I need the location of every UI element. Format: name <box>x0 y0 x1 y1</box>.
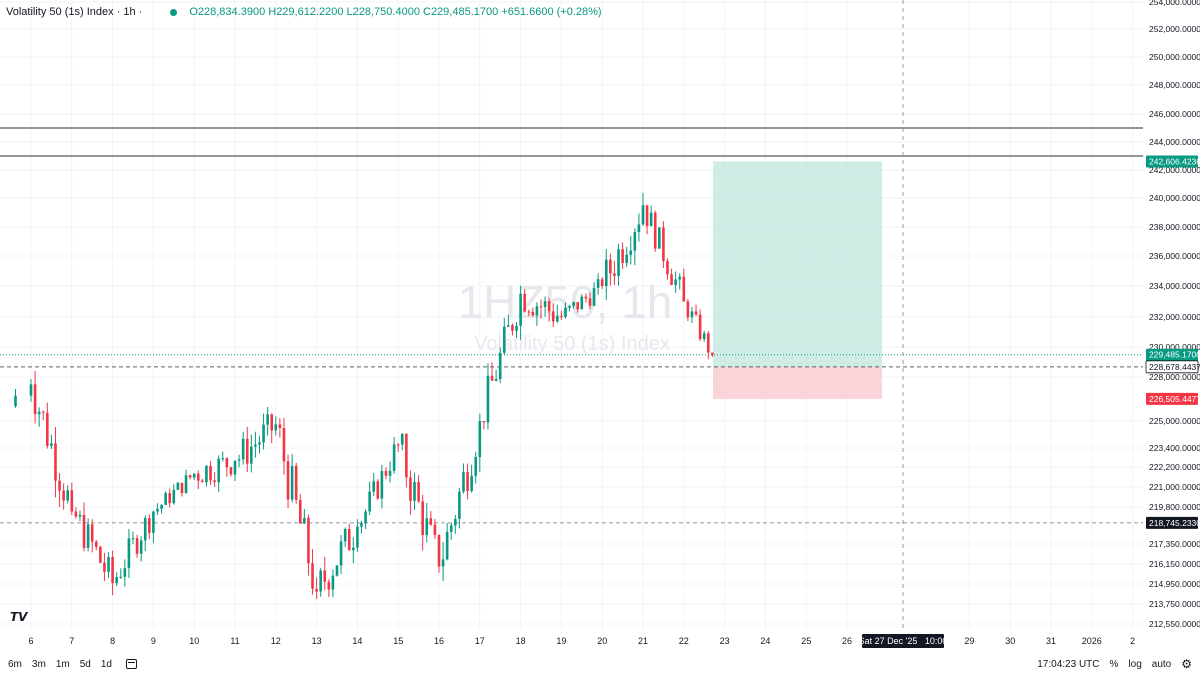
price-tick-label: 217,350.0000 <box>1149 539 1200 549</box>
price-tick-label: 228,000.0000 <box>1149 372 1200 382</box>
time-tick-label: 18 <box>516 636 526 646</box>
time-tick-label: 11 <box>230 636 239 646</box>
price-tick-label: 254,000.0000 <box>1149 0 1200 7</box>
price-tick-label: 230,000.0000 <box>1149 342 1200 352</box>
time-tick-label: 21 <box>638 636 648 646</box>
time-tick-label: 23 <box>720 636 730 646</box>
time-tick-label: 2 <box>1130 636 1135 646</box>
price-badge-label: 229,485.1700 <box>1149 350 1200 360</box>
crosshair-time-label: Sat 27 Dec '25 10:00 <box>859 636 948 646</box>
price-tick-label: 232,000.0000 <box>1149 312 1200 322</box>
time-tick-label: 26 <box>842 636 852 646</box>
crosshair-time-badge <box>862 634 944 648</box>
time-tick-label: 8 <box>110 636 115 646</box>
time-tick-label: 29 <box>964 636 974 646</box>
price-scale: 254,000.0000 252,000.0000 250,000.0000 248,… <box>1145 0 1200 629</box>
price-badge <box>1146 392 1198 405</box>
tradingview-logo[interactable]: 𝙏𝙑 <box>10 610 28 624</box>
stop-zone[interactable] <box>713 366 882 399</box>
price-badge-label: 226,505.4477 <box>1149 394 1200 404</box>
price-tick-label: 252,000.0000 <box>1149 24 1200 34</box>
time-tick-label: 14 <box>352 636 362 646</box>
scale-options: 17:04:23 UTC % log auto ⚙ <box>1037 653 1192 675</box>
price-tick-label: 236,000.0000 <box>1149 251 1200 261</box>
price-tick-label: 238,000.0000 <box>1149 222 1200 232</box>
price-tick-label: 240,000.0000 <box>1149 193 1200 203</box>
price-badge <box>1146 348 1198 361</box>
log-scale-button[interactable]: log <box>1128 658 1142 670</box>
range-1d-button[interactable]: 1d <box>100 658 112 670</box>
range-3m-button[interactable]: 3m <box>31 658 46 670</box>
market-status-dot <box>170 8 178 16</box>
horizontal-lines <box>0 0 1143 630</box>
price-tick-label: 221,000.0000 <box>1149 482 1200 492</box>
percent-scale-button[interactable]: % <box>1109 658 1119 670</box>
time-tick-label: 9 <box>151 636 156 646</box>
price-tick-label: 212,550.0000 <box>1149 619 1200 629</box>
price-tick-label: 242,000.0000 <box>1149 165 1200 175</box>
price-badge-label: 242,606.4236 <box>1149 157 1200 167</box>
price-badge-label: 218,745.2330 <box>1149 518 1200 528</box>
time-tick-label: 22 <box>679 636 689 646</box>
chart-grid <box>0 0 1143 630</box>
price-chart[interactable]: 1HZ50, 1h Volatility 50 (1s) Index 254,0… <box>0 0 1200 653</box>
symbol-legend: Volatility 50 (1s) Index · 1h · O228,834… <box>6 4 602 20</box>
range-5d-button[interactable]: 5d <box>79 658 91 670</box>
time-tick-label: 13 <box>312 636 322 646</box>
utc-clock[interactable]: 17:04:23 UTC <box>1037 658 1100 670</box>
price-badge <box>1145 360 1199 374</box>
time-tick-label: 17 <box>475 636 485 646</box>
price-tick-label: 234,000.0000 <box>1149 281 1200 291</box>
watermark-symbol: 1HZ50, 1h <box>458 276 673 328</box>
price-tick-label: 248,000.0000 <box>1149 80 1200 90</box>
price-badge <box>1146 155 1198 168</box>
price-tick-label: 246,000.0000 <box>1149 109 1200 119</box>
price-tick-label: 216,150.0000 <box>1149 559 1200 569</box>
auto-scale-button[interactable]: auto <box>1151 658 1172 670</box>
price-tick-label: 223,400.0000 <box>1149 443 1200 453</box>
ohlc-values: O228,834.3900 H229,612.2200 L228,750.400… <box>189 6 602 18</box>
candlestick-series <box>14 192 714 599</box>
time-tick-label: 16 <box>434 636 444 646</box>
time-tick-label: 31 <box>1046 636 1056 646</box>
price-tick-label: 250,000.0000 <box>1149 52 1200 62</box>
target-zone[interactable] <box>713 161 882 367</box>
price-tick-label: 219,800.0000 <box>1149 502 1200 512</box>
price-tick-label: 214,950.0000 <box>1149 579 1200 589</box>
time-tick-label: 20 <box>597 636 607 646</box>
time-tick-label: 19 <box>556 636 566 646</box>
time-tick-label: 25 <box>801 636 811 646</box>
time-tick-label: 10 <box>189 636 199 646</box>
price-tick-label: 225,000.0000 <box>1149 416 1200 426</box>
price-badge-label: 228,678.4437 <box>1149 362 1200 372</box>
calendar-icon[interactable] <box>125 659 137 669</box>
time-tick-label: 2026 <box>1082 636 1102 646</box>
time-scale: 6 7 8 9 10 11 12 13 14 15 16 17 18 19 20 21 22 23 24 25 26 29… <box>28 634 1135 648</box>
time-tick-label: 24 <box>760 636 770 646</box>
timeframe-buttons: 6m 3m 1m 5d 1d <box>8 659 112 670</box>
time-tick-label: 12 <box>271 636 281 646</box>
range-6m-button[interactable]: 6m <box>8 658 22 670</box>
long-position-tool <box>713 161 882 399</box>
symbol-watermark: 1HZ50, 1h Volatility 50 (1s) Index <box>458 276 673 355</box>
price-tick-label: 213,750.0000 <box>1149 599 1200 609</box>
time-tick-label: 30 <box>1005 636 1015 646</box>
price-badge <box>1146 516 1198 529</box>
time-tick-label: 7 <box>69 636 74 646</box>
price-tick-label: 222,200.0000 <box>1149 462 1200 472</box>
time-tick-label: 15 <box>393 636 403 646</box>
time-tick-label: 6 <box>28 636 33 646</box>
gear-icon[interactable]: ⚙ <box>1181 657 1192 671</box>
watermark-name: Volatility 50 (1s) Index <box>474 333 670 355</box>
range-1m-button[interactable]: 1m <box>55 658 70 670</box>
symbol-title[interactable]: Volatility 50 (1s) Index · 1h · <box>6 6 143 18</box>
price-tick-label: 244,000.0000 <box>1149 137 1200 147</box>
bottom-toolbar: 6m 3m 1m 5d 1d 17:04:23 UTC % log auto ⚙ <box>0 653 1200 675</box>
